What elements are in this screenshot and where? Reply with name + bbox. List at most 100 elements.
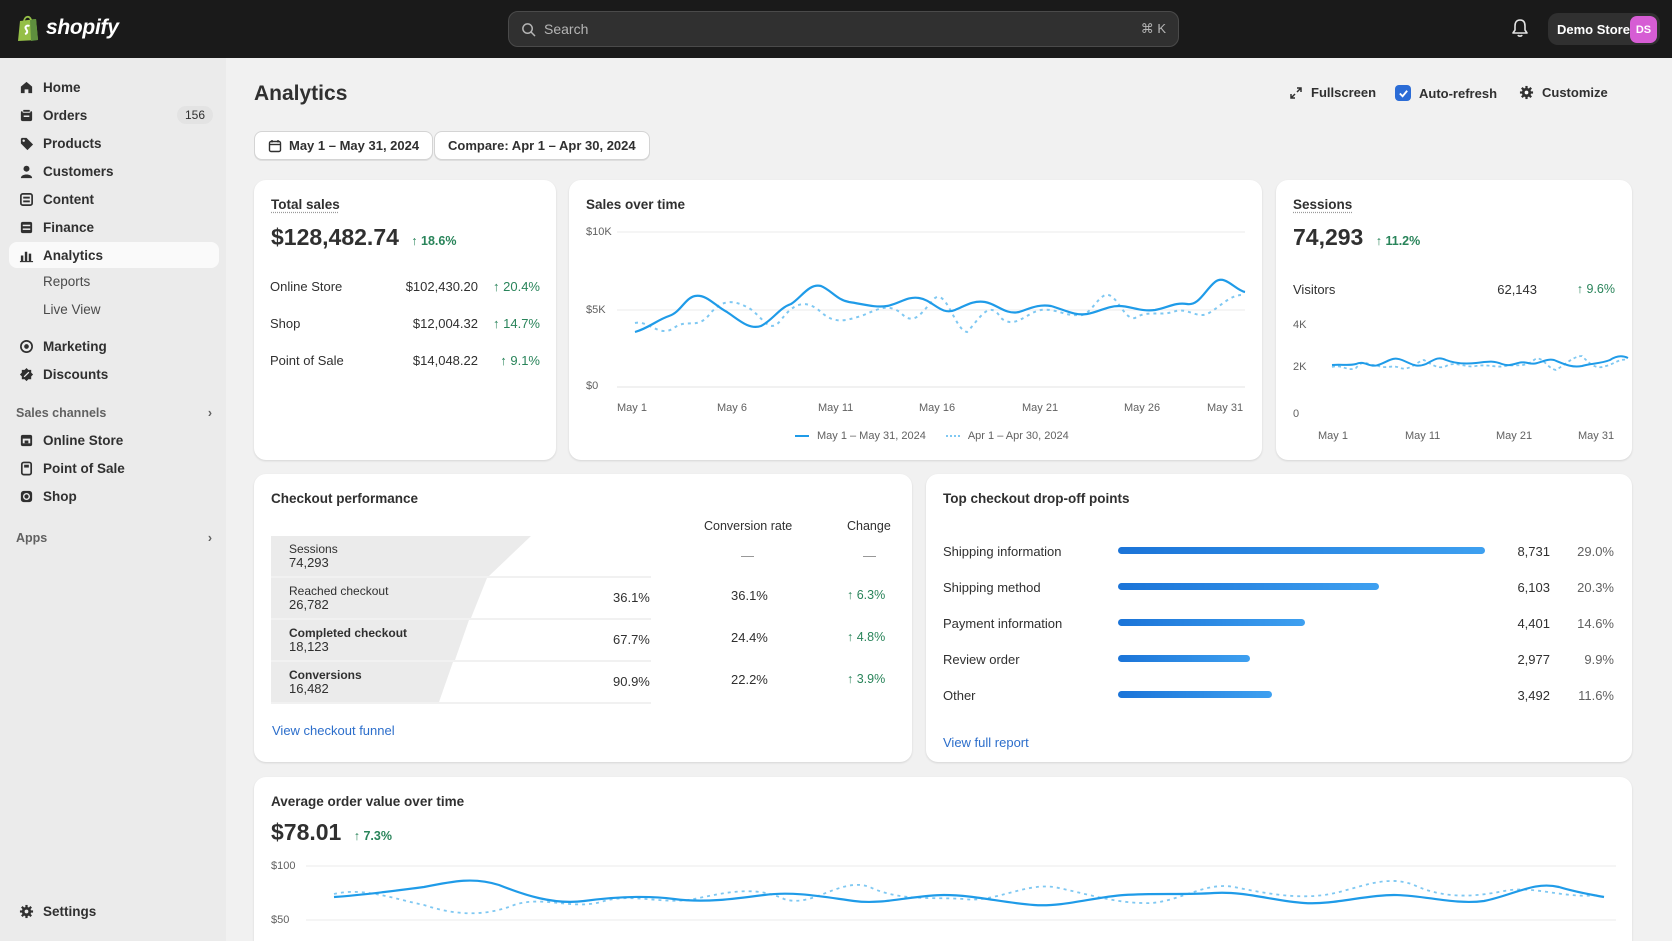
dropoff-bar <box>1118 547 1485 554</box>
x-tick-label: May 11 <box>1405 430 1440 442</box>
shop-icon <box>18 488 34 504</box>
dropoff-row-count: 2,977 <box>1517 652 1550 667</box>
orders-icon <box>18 107 34 123</box>
apps-section[interactable]: Apps › <box>16 531 212 545</box>
date-range-picker[interactable]: May 1 – May 31, 2024 <box>254 131 433 160</box>
view-checkout-funnel-link[interactable]: View checkout funnel <box>272 723 395 738</box>
dropoff-bar <box>1118 583 1379 590</box>
dropoff-bar <box>1118 619 1305 626</box>
dropoff-bar <box>1118 691 1272 698</box>
target-icon <box>18 338 34 354</box>
search-input[interactable]: Search ⌘ K <box>508 11 1179 47</box>
total-sales-title[interactable]: Total sales <box>271 197 340 212</box>
bank-icon <box>18 219 34 235</box>
auto-refresh-label: Auto-refresh <box>1419 86 1497 101</box>
dropoff-row-count: 4,401 <box>1517 616 1550 631</box>
change-cell: ↑ 4.8% <box>847 630 885 644</box>
bell-icon <box>1511 18 1529 38</box>
sidebar-item-orders[interactable]: Orders 156 <box>9 102 219 128</box>
sidebar-subitem-live-view[interactable]: Live View <box>43 302 101 317</box>
dropoff-bar <box>1118 655 1250 662</box>
store-menu-button[interactable]: Demo Store DS <box>1548 13 1660 45</box>
gear-icon <box>1519 85 1534 100</box>
aov-card: Average order value over time $78.01 ↑ 7… <box>254 777 1632 941</box>
sidebar-item-label: Home <box>43 80 81 95</box>
sidebar-item-customers[interactable]: Customers <box>9 158 219 184</box>
sidebar-item-online-store[interactable]: Online Store <box>9 427 219 453</box>
search-shortcut: ⌘ K <box>1141 21 1166 37</box>
sidebar-item-marketing[interactable]: Marketing <box>9 333 219 359</box>
sidebar-item-label: Shop <box>43 489 77 504</box>
shopify-logo[interactable]: shopify <box>16 14 119 42</box>
dropoff-row-percent: 9.9% <box>1584 652 1614 667</box>
top-bar: shopify Search ⌘ K Demo Store DS <box>0 0 1672 58</box>
funnel-step: Sessions 74,293 <box>289 542 338 570</box>
funnel-step: Reached checkout 26,782 <box>289 584 388 612</box>
dropoff-row-count: 6,103 <box>1517 580 1550 595</box>
x-tick-label: May 21 <box>1496 430 1532 442</box>
compare-range-picker[interactable]: Compare: Apr 1 – Apr 30, 2024 <box>434 131 650 160</box>
step-rate-cell: 67.7% <box>613 632 650 647</box>
change-value: 4.8% <box>857 630 886 644</box>
dropoff-row-percent: 20.3% <box>1577 580 1614 595</box>
funnel-step-count: 26,782 <box>289 598 388 612</box>
fullscreen-button[interactable]: Fullscreen <box>1289 85 1376 100</box>
funnel-step: Conversions 16,482 <box>289 668 362 696</box>
conversion-rate-cell: 24.4% <box>731 630 768 645</box>
notifications-button[interactable] <box>1511 18 1529 41</box>
auto-refresh-checkbox[interactable]: Auto-refresh <box>1395 85 1497 101</box>
dropoff-row-count: 8,731 <box>1517 544 1550 559</box>
dropoff-row-percent: 14.6% <box>1577 616 1614 631</box>
funnel-step-label: Conversions <box>289 668 362 682</box>
funnel-step-count: 18,123 <box>289 640 407 654</box>
total-sales-change-value: 18.6% <box>421 234 456 248</box>
total-sales-amount: $128,482.74 <box>271 224 399 250</box>
shopify-bag-icon <box>16 14 40 42</box>
sidebar-item-label: Online Store <box>43 433 123 448</box>
dropoff-card: Top checkout drop-off points Shipping in… <box>926 474 1632 762</box>
sidebar-subitem-reports[interactable]: Reports <box>43 274 90 289</box>
funnel-step: Completed checkout 18,123 <box>289 626 407 654</box>
legend-current-label: May 1 – May 31, 2024 <box>817 430 926 442</box>
sales-over-time-chart <box>569 180 1262 430</box>
sidebar-item-settings[interactable]: Settings <box>9 898 219 924</box>
sales-row-value: $14,048.22 <box>413 353 478 368</box>
view-full-report-link[interactable]: View full report <box>943 735 1029 750</box>
sidebar-item-home[interactable]: Home <box>9 74 219 100</box>
date-range-label: May 1 – May 31, 2024 <box>289 138 419 153</box>
sales-channels-section[interactable]: Sales channels › <box>16 406 212 420</box>
dropoff-row-label: Other <box>943 688 976 703</box>
chevron-right-icon: › <box>208 531 212 545</box>
dropoff-row-percent: 11.6% <box>1578 688 1614 703</box>
change-cell: ↑ 6.3% <box>847 588 885 602</box>
sidebar-item-analytics[interactable]: Analytics <box>9 242 219 268</box>
discount-icon <box>18 366 34 382</box>
sales-over-time-card: Sales over time $10K $5K $0 May 1 May 6 … <box>569 180 1262 460</box>
change-cell: — <box>863 548 876 563</box>
sessions-card: Sessions 74,293 ↑ 11.2% Visitors 62,143 … <box>1276 180 1632 460</box>
expand-icon <box>1289 86 1303 100</box>
apps-label: Apps <box>16 531 47 545</box>
sidebar-item-shop[interactable]: Shop <box>9 483 219 509</box>
conversion-rate-cell: 36.1% <box>731 588 768 603</box>
sidebar-item-label: Finance <box>43 220 94 235</box>
x-tick-label: May 16 <box>919 402 955 414</box>
legend-swatch-compare <box>946 435 960 437</box>
customize-button[interactable]: Customize <box>1519 85 1608 100</box>
home-icon <box>18 79 34 95</box>
funnel-step-label: Completed checkout <box>289 626 407 640</box>
sidebar-item-finance[interactable]: Finance <box>9 214 219 240</box>
dropoff-row-label: Payment information <box>943 616 1062 631</box>
sales-row-change-value: 20.4% <box>503 279 540 294</box>
conversion-rate-cell: 22.2% <box>731 672 768 687</box>
sales-row-label: Shop <box>270 316 300 331</box>
legend-compare-label: Apr 1 – Apr 30, 2024 <box>968 430 1069 442</box>
sidebar-item-content[interactable]: Content <box>9 186 219 212</box>
sidebar-item-discounts[interactable]: Discounts <box>9 361 219 387</box>
change-header: Change <box>847 519 891 533</box>
sidebar-item-label: Customers <box>43 164 114 179</box>
sidebar-item-products[interactable]: Products <box>9 130 219 156</box>
sidebar-item-point-of-sale[interactable]: Point of Sale <box>9 455 219 481</box>
bar-chart-icon <box>18 247 34 263</box>
dropoff-row-label: Shipping method <box>943 580 1041 595</box>
